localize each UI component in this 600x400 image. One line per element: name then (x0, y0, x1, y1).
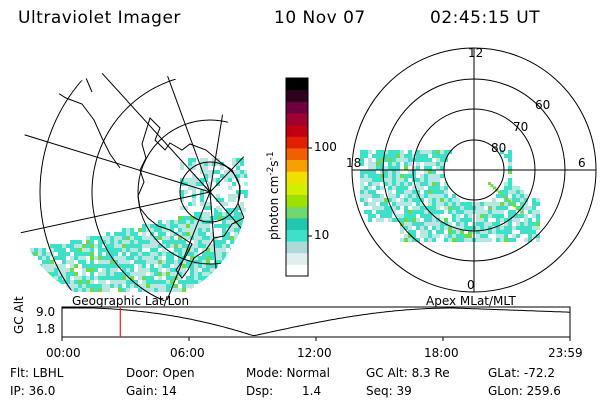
dsp-info-label: Dsp: (246, 384, 274, 398)
ip-info: IP: 36.0 (10, 384, 56, 398)
geographic-caption: Geographic Lat/Lon (72, 294, 190, 308)
mlat-label-70: 70 (513, 120, 529, 134)
altitude-curve (62, 307, 571, 337)
mlt-label-12: 12 (468, 46, 484, 60)
altitude-plot (61, 306, 571, 341)
colorbar-swatch (286, 217, 308, 230)
longitude-grid (12, 70, 248, 306)
colorbar-swatch (286, 147, 308, 161)
colorbar-swatch (286, 229, 308, 242)
dsp-info-value: 1.4 (302, 384, 322, 398)
colorbar (285, 77, 312, 277)
magnetic-polar-map (351, 47, 597, 293)
time-tick-1800: 18:00 (424, 346, 459, 360)
colorbar-swatch (286, 206, 308, 219)
time-tick-1200: 12:00 (297, 346, 332, 360)
colorbar-swatch (286, 182, 308, 195)
geographic-map (12, 70, 248, 306)
time-axis-ticks (61, 337, 571, 341)
colorbar-scale (286, 78, 308, 277)
filter-info: Flt: LBHL (10, 366, 64, 380)
colorbar-swatch (286, 112, 308, 126)
aurora-emission-left (30, 158, 248, 292)
mlt-label-0: 0 (467, 278, 475, 292)
mlt-label-6: 6 (578, 156, 586, 170)
colorbar-swatch (286, 171, 308, 184)
colorbar-swatch (286, 194, 308, 207)
colorbar-swatch (286, 124, 308, 137)
gain-info: Gain: 14 (126, 384, 177, 398)
antarctica-coastline (137, 117, 245, 279)
mlat-label-60: 60 (535, 98, 551, 112)
colorbar-frame (285, 77, 309, 277)
colorbar-swatch (286, 78, 308, 91)
colorbar-swatch (286, 89, 308, 102)
colorbar-swatch (286, 252, 308, 265)
date-label: 10 Nov 07 (274, 8, 366, 28)
time-tick-2359: 23:59 (548, 346, 583, 360)
south-america-coastline (49, 87, 121, 169)
time-tick-0000: 00:00 (46, 346, 81, 360)
gc-alt-info: GC Alt: 8.3 Re (366, 366, 450, 380)
mode-info: Mode: Normal (246, 366, 330, 380)
seq-info: Seq: 39 (366, 384, 412, 398)
glat-info: GLat: -72.2 (488, 366, 555, 380)
colorbar-swatch (286, 241, 308, 254)
alt-plot-ylabel: GC Alt (12, 296, 26, 334)
colorbar-tick-label-10: 10 (314, 228, 330, 242)
alt-plot-ymin: 1.8 (36, 322, 56, 336)
time-tick-0600: 06:00 (170, 346, 205, 360)
door-info: Door: Open (126, 366, 195, 380)
mlt-grid (352, 48, 596, 292)
colorbar-swatch (286, 101, 308, 114)
time-label: 02:45:15 UT (430, 8, 541, 28)
glon-info: GLon: 259.6 (488, 384, 561, 398)
aurora-emission-right (360, 150, 540, 242)
colorbar-unit-label: photon cm-2s-1 (266, 151, 281, 240)
colorbar-swatch (286, 159, 308, 172)
mlt-label-18: 18 (346, 156, 362, 170)
alt-plot-ymax: 9.0 (36, 305, 56, 319)
colorbar-swatch (286, 264, 308, 277)
coastline-fragment (69, 70, 93, 93)
mlat-label-80: 80 (491, 141, 507, 155)
colorbar-tick-label-100: 100 (314, 140, 337, 154)
colorbar-swatch (286, 136, 308, 149)
magnetic-caption: Apex MLat/MLT (426, 294, 516, 308)
instrument-title: Ultraviolet Imager (18, 8, 181, 28)
